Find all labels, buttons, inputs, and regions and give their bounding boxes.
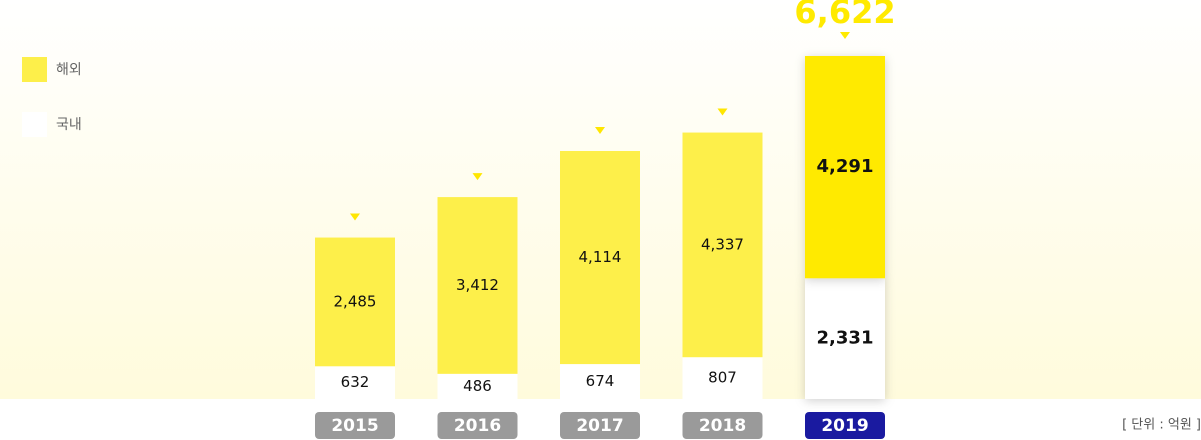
marker-arrow — [472, 173, 483, 181]
legend-swatch — [22, 57, 47, 82]
bar-segment — [805, 278, 885, 399]
value-label: 4,114 — [579, 248, 622, 266]
category-box — [437, 412, 518, 439]
marker-arrow — [350, 213, 360, 221]
marker-arrow — [595, 126, 605, 134]
bar-segment — [315, 366, 395, 399]
x-tick-label: 2019 — [821, 416, 868, 436]
bar-segment — [315, 237, 395, 367]
bar-segment — [560, 150, 640, 365]
category-box — [315, 412, 395, 439]
value-label: 3,412 — [456, 276, 499, 294]
bar-segment — [805, 56, 885, 279]
value-label: 674 — [586, 372, 615, 390]
unit-note: [ 단위 : 억원 ] — [1122, 418, 1201, 433]
value-label: 2,331 — [817, 328, 874, 349]
x-tick-label: 2018 — [699, 416, 746, 436]
marker-arrow — [717, 108, 728, 116]
bar-segment — [437, 197, 518, 374]
legend-swatch — [22, 112, 47, 137]
legend-label: 국내 — [56, 117, 82, 133]
category-box — [682, 412, 763, 439]
value-label: 4,291 — [817, 156, 874, 177]
bar-segment — [682, 357, 763, 399]
legend-label: 해외 — [56, 62, 82, 78]
value-label: 486 — [463, 377, 492, 395]
bar-segment — [682, 132, 763, 358]
bar-segment — [560, 364, 640, 399]
value-label: 4,337 — [701, 235, 744, 253]
x-tick-label: 2017 — [576, 416, 623, 436]
value-label: 2,485 — [334, 292, 377, 310]
value-label: 632 — [341, 373, 370, 391]
bar-segment — [437, 373, 518, 399]
value-label: 807 — [708, 369, 737, 387]
category-box — [560, 412, 640, 439]
x-tick-label: 2016 — [454, 416, 501, 436]
x-tick-label: 2015 — [331, 416, 378, 436]
total-label: 6,622 — [794, 0, 895, 31]
category-box — [805, 412, 885, 439]
marker-arrow — [840, 32, 850, 39]
